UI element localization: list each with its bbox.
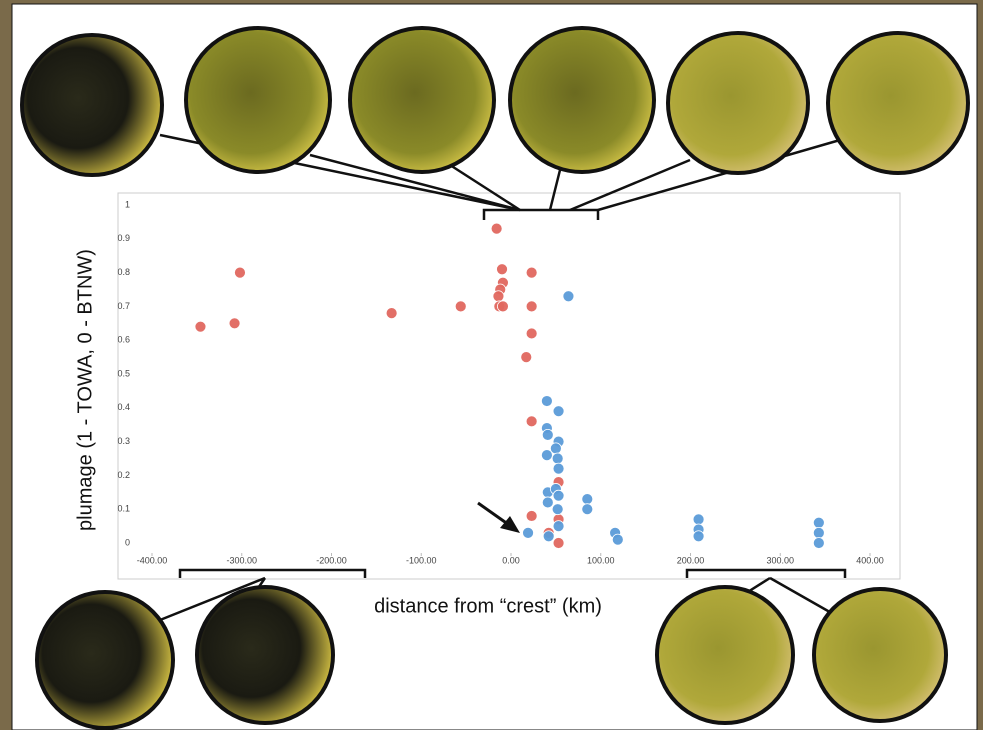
point (455, 301, 466, 312)
x-tick-label: -100.00 (406, 555, 437, 565)
photo (510, 28, 654, 172)
point (542, 429, 553, 440)
point (553, 490, 564, 501)
point (552, 453, 563, 464)
photo (828, 33, 968, 173)
y-tick-label: 0.6 (117, 335, 130, 345)
point (813, 527, 824, 538)
x-tick-label: -300.00 (226, 555, 257, 565)
y-tick-label: 0.7 (117, 301, 130, 311)
point (813, 517, 824, 528)
photo (197, 587, 333, 723)
y-tick-label: 0.3 (117, 436, 130, 446)
photo (668, 33, 808, 173)
point (552, 504, 563, 515)
x-tick-label: 0.00 (502, 555, 520, 565)
point (526, 328, 537, 339)
point (541, 450, 552, 461)
y-axis-title: plumage (1 - TOWA, 0 - BTNW) (74, 249, 96, 531)
point (491, 223, 502, 234)
x-axis-title: distance from “crest” (km) (374, 595, 602, 617)
point (386, 308, 397, 319)
point (542, 497, 553, 508)
point (526, 301, 537, 312)
photo (657, 587, 793, 723)
y-tick-label: 0.4 (117, 402, 130, 412)
y-tick-label: 0.5 (117, 368, 130, 378)
x-tick-label: -200.00 (316, 555, 347, 565)
point (612, 534, 623, 545)
point (523, 527, 534, 538)
photo (186, 28, 330, 172)
point (582, 494, 593, 505)
point (553, 463, 564, 474)
y-tick-label: 0.8 (117, 267, 130, 277)
point (693, 514, 704, 525)
point (543, 531, 554, 542)
point (526, 267, 537, 278)
x-tick-label: 300.00 (766, 555, 794, 565)
point (526, 510, 537, 521)
x-tick-label: 200.00 (677, 555, 705, 565)
photo (814, 589, 946, 721)
point (493, 291, 504, 302)
point (229, 318, 240, 329)
photo (22, 35, 162, 175)
point (526, 416, 537, 427)
chart: distance from “crest” (km) plumage (1 - … (0, 0, 983, 730)
x-tick-label: 400.00 (856, 555, 884, 565)
point (497, 301, 508, 312)
point (521, 352, 532, 363)
point (497, 264, 508, 275)
point (234, 267, 245, 278)
page: {"chart_data": {"type": "scatter", "x_la… (0, 0, 983, 730)
y-tick-label: 1 (125, 199, 130, 209)
y-tick-label: 0.1 (117, 504, 130, 514)
y-tick-label: 0.9 (117, 233, 130, 243)
photo (37, 592, 173, 728)
x-tick-label: -400.00 (137, 555, 168, 565)
x-tick-label: 100.00 (587, 555, 615, 565)
y-tick-label: 0 (125, 537, 130, 547)
point (582, 504, 593, 515)
point (813, 538, 824, 549)
y-tick-label: 0.2 (117, 470, 130, 480)
point (563, 291, 574, 302)
photo (350, 28, 494, 172)
point (553, 521, 564, 532)
point (195, 321, 206, 332)
point (553, 406, 564, 417)
point (541, 396, 552, 407)
point (693, 531, 704, 542)
point (553, 538, 564, 549)
